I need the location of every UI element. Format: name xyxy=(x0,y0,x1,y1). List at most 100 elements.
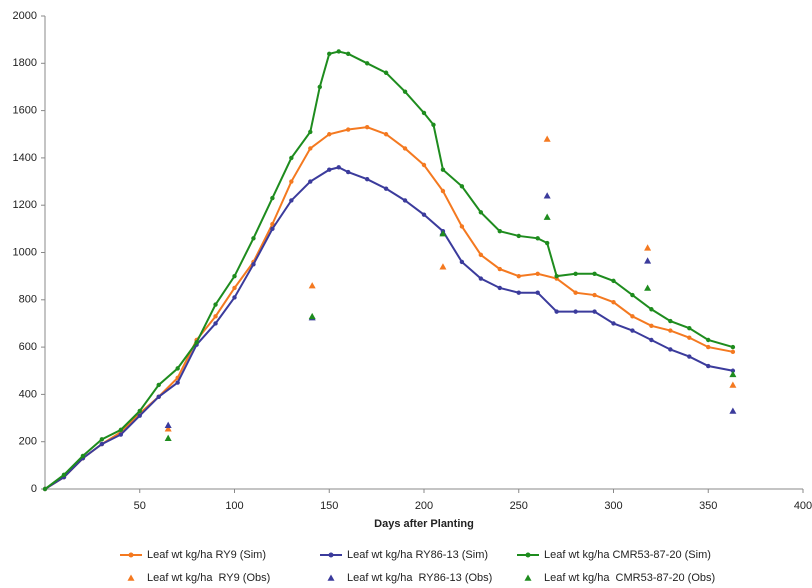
legend-marker xyxy=(524,574,532,581)
sim-marker xyxy=(156,382,161,388)
sim-marker xyxy=(649,337,654,343)
y-tick-label: 1000 xyxy=(13,246,37,258)
sim-marker xyxy=(630,292,635,298)
sim-marker xyxy=(364,124,370,130)
sim-marker xyxy=(383,132,389,137)
sim-marker xyxy=(516,233,521,239)
sim-marker xyxy=(535,236,540,241)
obs-marker xyxy=(729,407,737,414)
sim-marker xyxy=(402,198,408,203)
legend-label: Leaf wt kg/ha CMR53-87-20 (Obs) xyxy=(544,572,715,584)
obs-marker xyxy=(644,257,652,264)
sim-marker xyxy=(308,129,313,135)
sim-marker xyxy=(270,221,275,227)
y-tick-label: 1200 xyxy=(13,199,37,211)
x-tick-label: 400 xyxy=(794,500,812,512)
sim-marker xyxy=(194,340,199,345)
sim-marker xyxy=(706,344,711,350)
sim-marker xyxy=(61,472,67,478)
obs-marker xyxy=(644,244,652,251)
series-line xyxy=(44,166,734,490)
legend-label: Leaf wt kg/ha RY86-13 (Obs) xyxy=(347,572,492,584)
sim-marker xyxy=(421,110,427,116)
sim-marker xyxy=(630,328,635,333)
sim-marker xyxy=(440,188,446,194)
legend-marker xyxy=(525,552,531,558)
sim-marker xyxy=(611,278,616,284)
sim-marker xyxy=(402,146,408,151)
sim-marker xyxy=(336,49,341,54)
sim-marker xyxy=(459,259,465,265)
sim-marker xyxy=(402,89,408,94)
obs-marker xyxy=(308,282,316,289)
sim-marker xyxy=(99,441,105,447)
sim-marker xyxy=(137,413,142,418)
x-tick-label: 300 xyxy=(604,500,622,512)
sim-marker xyxy=(270,195,275,201)
sim-marker xyxy=(251,236,256,241)
sim-marker xyxy=(706,337,711,343)
obs-marker xyxy=(729,381,737,388)
sim-marker xyxy=(175,380,180,385)
obs-marker xyxy=(308,312,316,320)
y-tick-label: 1400 xyxy=(13,152,37,164)
sim-marker xyxy=(516,290,521,295)
legend-marker xyxy=(128,552,134,558)
sim-marker xyxy=(478,210,484,215)
sim-marker xyxy=(630,314,635,319)
sim-marker xyxy=(592,309,597,314)
sim-marker xyxy=(289,198,294,203)
legend-marker xyxy=(127,574,135,581)
obs-marker xyxy=(543,213,551,220)
sim-marker xyxy=(668,318,673,324)
x-tick-label: 100 xyxy=(225,500,243,512)
sim-marker xyxy=(346,169,351,175)
y-tick-label: 2000 xyxy=(13,10,37,22)
sim-marker xyxy=(687,325,692,331)
sim-marker xyxy=(327,132,332,137)
sim-marker xyxy=(554,309,559,314)
sim-marker xyxy=(383,70,389,75)
x-tick-label: 350 xyxy=(699,500,717,512)
sim-marker xyxy=(649,323,654,329)
legend-label: Leaf wt kg/ha RY86-13 (Sim) xyxy=(347,549,488,561)
legend-marker xyxy=(327,574,335,581)
sim-marker xyxy=(327,167,332,172)
sim-marker xyxy=(42,486,48,492)
sim-marker xyxy=(573,290,578,295)
series-line xyxy=(44,50,734,490)
sim-marker xyxy=(592,271,597,276)
sim-marker xyxy=(611,299,616,305)
sim-marker xyxy=(137,408,142,414)
sim-marker xyxy=(346,51,351,57)
x-tick-label: 250 xyxy=(510,500,528,512)
sim-marker xyxy=(668,328,673,333)
sim-marker xyxy=(687,354,692,359)
sim-marker xyxy=(459,184,465,189)
sim-marker xyxy=(289,155,294,161)
sim-marker xyxy=(730,344,736,350)
y-tick-label: 0 xyxy=(31,483,37,495)
y-tick-label: 1800 xyxy=(13,57,37,69)
sim-marker xyxy=(346,127,351,132)
obs-marker xyxy=(543,135,551,142)
sim-marker xyxy=(270,226,275,232)
sim-marker xyxy=(364,61,370,66)
legend-marker xyxy=(328,552,334,558)
y-tick-label: 800 xyxy=(19,294,37,306)
series-line xyxy=(44,126,734,490)
obs-marker xyxy=(729,370,737,378)
sim-marker xyxy=(232,273,237,279)
sim-marker xyxy=(317,84,322,90)
obs-marker xyxy=(164,425,172,432)
sim-marker xyxy=(497,266,502,272)
sim-marker xyxy=(535,290,540,295)
sim-marker xyxy=(364,176,370,182)
obs-marker xyxy=(439,263,447,270)
x-tick-label: 50 xyxy=(134,500,146,512)
x-tick-label: 200 xyxy=(415,500,433,512)
sim-marker xyxy=(611,321,616,326)
legend-label: Leaf wt kg/ha RY9 (Sim) xyxy=(147,549,266,561)
sim-marker xyxy=(478,276,484,281)
